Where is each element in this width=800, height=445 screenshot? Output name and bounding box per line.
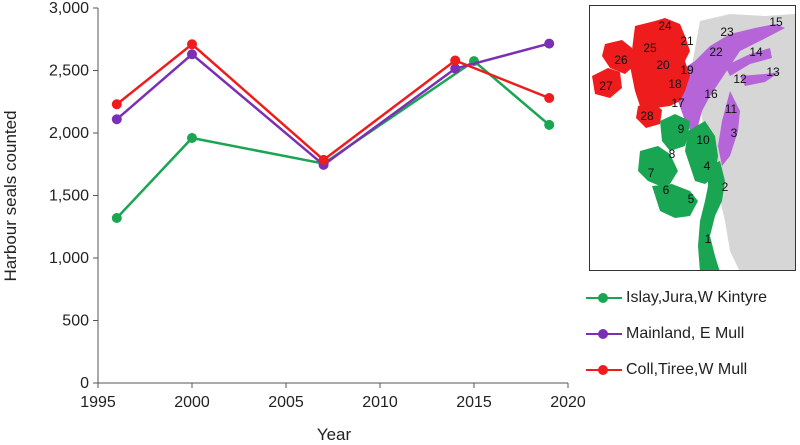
- legend-swatch: [586, 364, 622, 376]
- region-label: 1: [705, 232, 712, 246]
- data-point: [187, 39, 197, 50]
- region-label: 16: [704, 87, 718, 101]
- data-point: [544, 93, 555, 103]
- region-label: 4: [704, 159, 711, 173]
- x-tick-label: 2015: [456, 394, 492, 411]
- y-axis-title: Harbour seals counted: [1, 110, 20, 281]
- data-point: [187, 133, 197, 143]
- region-label: 3: [731, 126, 738, 140]
- series-line: [115, 59, 551, 219]
- region-label: 2: [722, 180, 729, 194]
- region-label: 22: [709, 45, 723, 59]
- y-axis-ticks: 0 500 1,000 1,500 2,000 2,500 3,000: [49, 0, 98, 392]
- y-tick-label: 2,500: [49, 63, 89, 80]
- data-point: [450, 55, 461, 66]
- data-point: [187, 49, 197, 60]
- legend-swatch: [586, 328, 622, 340]
- region-label: 10: [696, 133, 710, 147]
- x-tick-label: 2005: [268, 394, 304, 411]
- region-label: 28: [640, 109, 654, 123]
- data-point: [544, 38, 555, 49]
- x-tick-label: 1995: [80, 394, 116, 411]
- region-label: 24: [658, 19, 672, 33]
- series-coll-tiree-w-mull: [111, 39, 555, 165]
- region-label: 20: [656, 58, 670, 72]
- y-tick-label: 0: [80, 375, 89, 392]
- region-label: 25: [643, 41, 657, 55]
- chart-legend: Islay,Jura,W Kintyre Mainland, E Mull Coll…: [586, 280, 798, 388]
- region-label: 13: [766, 65, 780, 79]
- y-tick-label: 1,000: [49, 250, 89, 267]
- x-tick-label: 2010: [362, 394, 398, 411]
- region-label: 15: [769, 15, 783, 29]
- data-point: [111, 99, 122, 110]
- y-tick-label: 3,000: [49, 0, 89, 17]
- region-map: 1 2 3 4 5 6 7 8 9 10 11 12 13 14 15 16 17 18 19 20 21 22 23 24 2…: [589, 5, 796, 271]
- region-label: 6: [663, 183, 670, 197]
- data-point: [544, 119, 555, 130]
- region-label: 21: [680, 34, 694, 48]
- data-point: [450, 63, 461, 74]
- region-label: 11: [725, 102, 738, 116]
- legend-label: Mainland, E Mull: [626, 325, 745, 342]
- legend-swatch: [586, 292, 622, 304]
- region-label: 18: [668, 77, 682, 91]
- series-layer: [111, 38, 555, 223]
- x-tick-label: 2020: [550, 394, 586, 411]
- region-label: 8: [669, 147, 676, 161]
- data-point: [111, 114, 122, 125]
- data-point: [318, 154, 329, 165]
- region-label: 9: [678, 122, 685, 136]
- region-mainland-e-mull: [675, 24, 785, 166]
- data-point: [111, 213, 122, 223]
- series-mainland-e-mull: [111, 38, 555, 170]
- region-label: 7: [648, 166, 655, 180]
- series-islay-jura-w-kintyre: [111, 56, 555, 223]
- region-label: 19: [680, 63, 694, 77]
- y-tick-label: 1,500: [49, 188, 89, 205]
- region-label: 5: [688, 192, 695, 206]
- region-coll-tiree-w-mull: [592, 18, 690, 128]
- legend-item: Coll,Tiree,W Mull: [586, 352, 798, 388]
- region-label: 12: [733, 72, 747, 86]
- region-label: 14: [749, 45, 763, 59]
- region-label: 17: [671, 96, 685, 110]
- region-label: 26: [614, 53, 628, 67]
- legend-label: Islay,Jura,W Kintyre: [626, 289, 768, 306]
- legend-item: Islay,Jura,W Kintyre: [586, 280, 798, 316]
- region-label: 27: [599, 79, 613, 93]
- series-line: [115, 42, 550, 167]
- region-islay-jura-w-kintyre: [638, 114, 725, 270]
- legend-item: Mainland, E Mull: [586, 316, 798, 352]
- x-tick-label: 2000: [174, 394, 210, 411]
- region-label: 23: [720, 25, 734, 39]
- x-axis-title: Year: [317, 425, 352, 444]
- y-tick-label: 2,000: [49, 125, 89, 142]
- y-tick-label: 500: [62, 313, 89, 330]
- legend-label: Coll,Tiree,W Mull: [626, 361, 748, 378]
- x-axis-ticks: 1995 2000 2005 2010 2015 2020: [80, 383, 586, 411]
